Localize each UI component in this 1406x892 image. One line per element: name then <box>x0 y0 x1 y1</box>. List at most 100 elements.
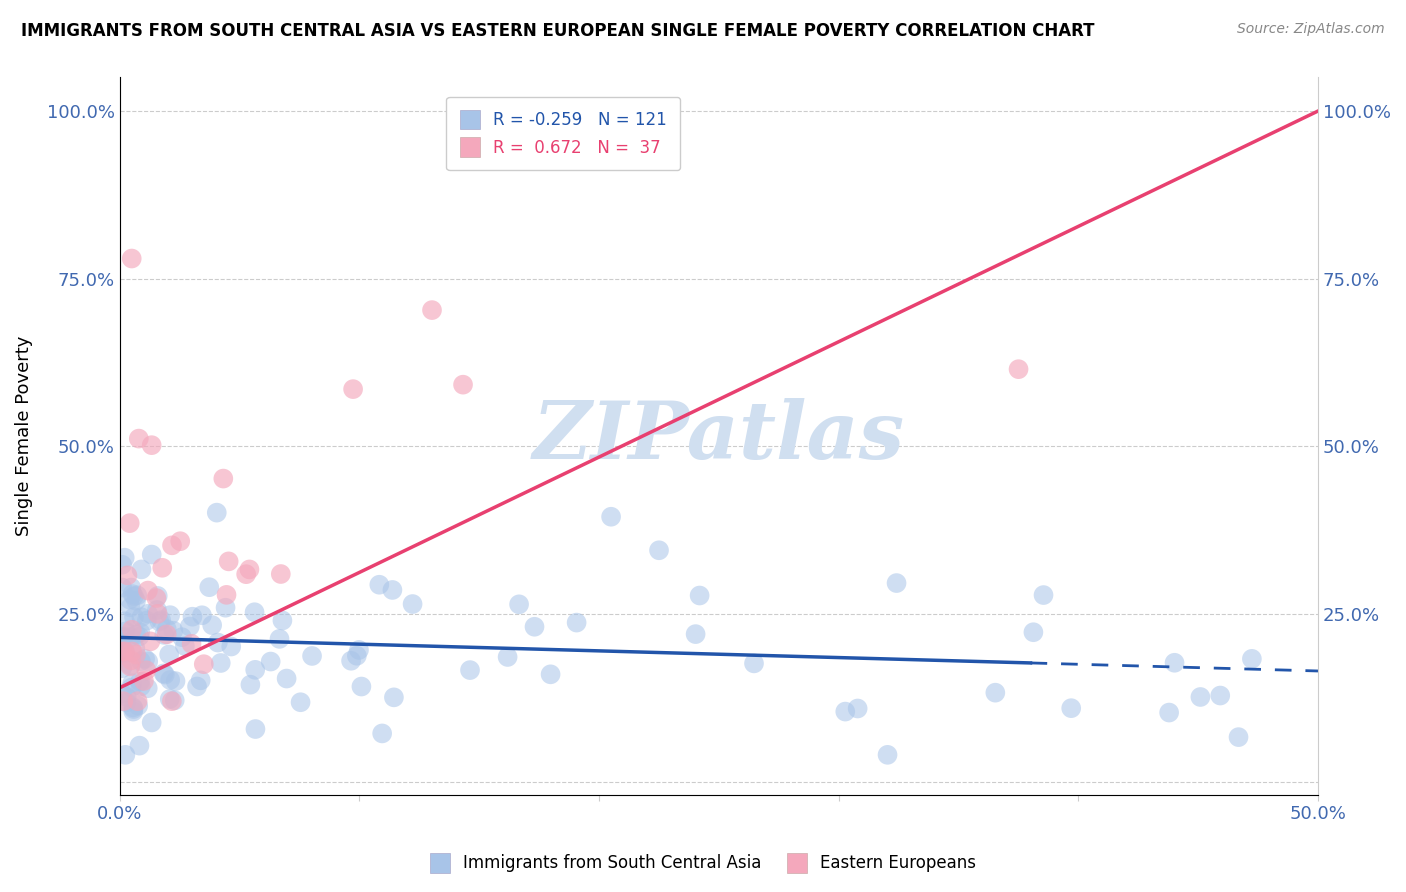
Point <box>1240 652 1263 666</box>
Point <box>159 673 181 687</box>
Point <box>156 627 179 641</box>
Point <box>190 673 212 688</box>
Point <box>1227 730 1250 744</box>
Point <box>124 641 146 656</box>
Legend: R = -0.259   N = 121, R =  0.672   N =  37: R = -0.259 N = 121, R = 0.672 N = 37 <box>446 96 681 170</box>
Point <box>129 625 152 640</box>
Point <box>114 747 136 762</box>
Point <box>141 715 163 730</box>
Point <box>382 690 405 705</box>
Point <box>984 686 1007 700</box>
Point <box>128 629 150 643</box>
Point <box>846 701 869 715</box>
Point <box>125 628 148 642</box>
Point <box>181 609 204 624</box>
Point <box>115 690 138 704</box>
Point <box>186 680 208 694</box>
Point <box>1060 701 1083 715</box>
Point <box>193 657 215 672</box>
Point <box>207 635 229 649</box>
Point <box>191 608 214 623</box>
Point <box>127 694 149 708</box>
Point <box>111 642 134 657</box>
Point <box>170 630 193 644</box>
Point <box>139 634 162 648</box>
Text: Source: ZipAtlas.com: Source: ZipAtlas.com <box>1237 22 1385 37</box>
Point <box>120 630 142 644</box>
Point <box>371 726 394 740</box>
Point <box>301 648 323 663</box>
Point <box>125 593 148 607</box>
Point <box>135 663 157 677</box>
Point <box>111 687 134 701</box>
Point <box>1159 706 1181 720</box>
Point <box>179 619 201 633</box>
Point <box>269 632 291 646</box>
Point <box>685 627 707 641</box>
Point <box>260 655 283 669</box>
Point <box>458 663 481 677</box>
Point <box>114 646 136 660</box>
Point <box>523 620 546 634</box>
Point <box>1189 690 1212 704</box>
Point <box>131 610 153 624</box>
Point <box>114 624 136 639</box>
Point <box>169 534 191 549</box>
Point <box>136 655 159 669</box>
Point <box>117 568 139 582</box>
Point <box>201 618 224 632</box>
Point <box>136 583 159 598</box>
Point <box>118 592 141 607</box>
Point <box>150 561 173 575</box>
Point <box>165 674 187 689</box>
Point <box>136 681 159 696</box>
Point <box>129 674 152 689</box>
Point <box>876 747 898 762</box>
Point <box>276 672 298 686</box>
Text: ZIPatlas: ZIPatlas <box>533 398 905 475</box>
Point <box>127 588 149 602</box>
Point <box>350 680 373 694</box>
Point <box>129 680 152 694</box>
Point <box>120 658 142 673</box>
Point <box>156 622 179 636</box>
Point <box>212 472 235 486</box>
Point <box>114 614 136 628</box>
Point <box>159 608 181 623</box>
Point <box>368 578 391 592</box>
Point <box>152 666 174 681</box>
Point <box>111 558 134 572</box>
Point <box>540 667 562 681</box>
Point <box>127 698 149 713</box>
Point <box>159 692 181 706</box>
Point <box>1022 625 1045 640</box>
Point <box>163 693 186 707</box>
Point <box>121 587 143 601</box>
Point <box>115 695 138 709</box>
Point <box>132 673 155 688</box>
Point <box>834 705 856 719</box>
Point <box>111 661 134 675</box>
Point <box>114 644 136 658</box>
Point <box>146 607 169 621</box>
Point <box>135 614 157 628</box>
Y-axis label: Single Female Poverty: Single Female Poverty <box>15 336 32 536</box>
Point <box>160 538 183 552</box>
Point <box>122 702 145 716</box>
Point <box>121 681 143 695</box>
Point <box>125 648 148 662</box>
Point <box>420 303 443 318</box>
Legend: Immigrants from South Central Asia, Eastern Europeans: Immigrants from South Central Asia, East… <box>423 847 983 880</box>
Point <box>122 610 145 624</box>
Point <box>120 581 142 595</box>
Point <box>340 654 363 668</box>
Point <box>245 722 267 736</box>
Point <box>153 667 176 681</box>
Point <box>1007 362 1029 376</box>
Point <box>270 567 292 582</box>
Point <box>174 639 197 653</box>
Point <box>128 739 150 753</box>
Point <box>129 654 152 668</box>
Point <box>141 548 163 562</box>
Point <box>508 597 530 611</box>
